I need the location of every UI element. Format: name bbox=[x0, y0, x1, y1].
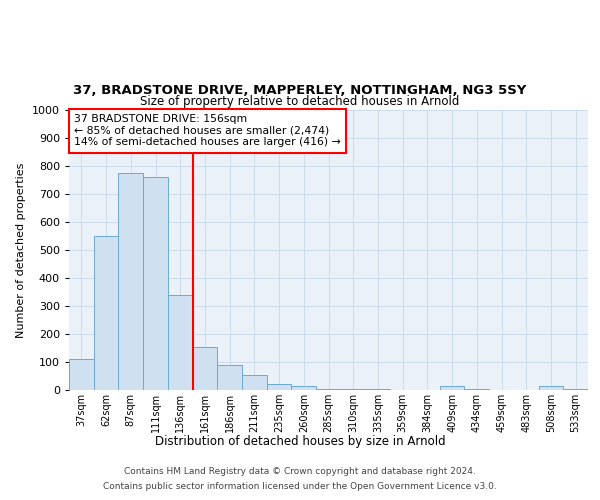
Text: Contains public sector information licensed under the Open Government Licence v3: Contains public sector information licen… bbox=[103, 482, 497, 491]
Bar bbox=[440, 386, 464, 390]
Text: Size of property relative to detached houses in Arnold: Size of property relative to detached ho… bbox=[140, 94, 460, 108]
Bar bbox=[217, 365, 242, 390]
Y-axis label: Number of detached properties: Number of detached properties bbox=[16, 162, 26, 338]
Text: 37, BRADSTONE DRIVE, MAPPERLEY, NOTTINGHAM, NG3 5SY: 37, BRADSTONE DRIVE, MAPPERLEY, NOTTINGH… bbox=[73, 84, 527, 98]
Bar bbox=[69, 359, 94, 390]
Text: 37 BRADSTONE DRIVE: 156sqm
← 85% of detached houses are smaller (2,474)
14% of s: 37 BRADSTONE DRIVE: 156sqm ← 85% of deta… bbox=[74, 114, 341, 148]
Bar bbox=[193, 346, 217, 390]
Text: Distribution of detached houses by size in Arnold: Distribution of detached houses by size … bbox=[155, 434, 445, 448]
Bar bbox=[292, 386, 316, 390]
Bar bbox=[143, 177, 168, 390]
Bar bbox=[168, 295, 193, 390]
Bar bbox=[341, 389, 365, 390]
Text: Contains HM Land Registry data © Crown copyright and database right 2024.: Contains HM Land Registry data © Crown c… bbox=[124, 467, 476, 476]
Bar bbox=[118, 173, 143, 390]
Bar bbox=[267, 384, 292, 390]
Bar bbox=[94, 236, 118, 390]
Bar bbox=[539, 386, 563, 390]
Bar bbox=[316, 388, 341, 390]
Bar bbox=[242, 374, 267, 390]
